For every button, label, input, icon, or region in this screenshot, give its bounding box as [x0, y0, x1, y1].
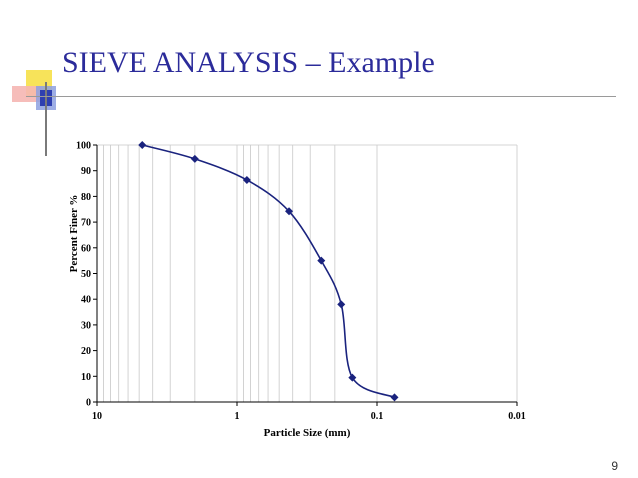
y-axis-label: Percent Finer %: [68, 195, 80, 273]
data-point: [317, 256, 326, 265]
slide-title: SIEVE ANALYSIS – Example: [62, 46, 435, 79]
x-tick-label: 1: [235, 411, 240, 422]
x-tick-label: 10: [92, 411, 102, 422]
y-tick-label: 40: [81, 295, 91, 306]
series-line: [142, 144, 395, 399]
x-axis-ticks: 10 1 0.1 0.01: [92, 402, 526, 422]
y-tick-label: 90: [81, 166, 91, 177]
y-tick-label: 0: [86, 398, 91, 409]
chart-grid: [96, 144, 518, 402]
decorative-pink-square: [12, 86, 42, 102]
decorative-vertical-rule: [45, 82, 47, 156]
x-tick-label: 0.01: [508, 411, 526, 422]
y-tick-label: 10: [81, 372, 91, 383]
title-underline: [26, 96, 616, 97]
chart-axes: [96, 145, 517, 403]
data-point: [285, 207, 294, 216]
data-point: [190, 154, 199, 163]
x-axis-label: Particle Size (mm): [264, 427, 351, 439]
y-tick-label: 20: [81, 346, 91, 357]
y-axis-ticks: 0 10 20 30 40 50 60 70 80 90 100: [76, 141, 97, 409]
y-tick-label: 60: [81, 243, 91, 254]
data-point: [242, 175, 251, 184]
data-point: [390, 393, 399, 402]
y-tick-label: 80: [81, 192, 91, 203]
y-tick-label: 50: [81, 269, 91, 280]
chart-series: [138, 141, 399, 402]
page-number: 9: [611, 459, 618, 473]
y-tick-label: 70: [81, 218, 91, 229]
data-point: [337, 300, 346, 309]
x-tick-label: 0.1: [371, 411, 384, 422]
data-point: [348, 373, 357, 382]
data-point: [138, 141, 147, 149]
y-tick-label: 30: [81, 320, 91, 331]
y-tick-label: 100: [76, 141, 91, 152]
